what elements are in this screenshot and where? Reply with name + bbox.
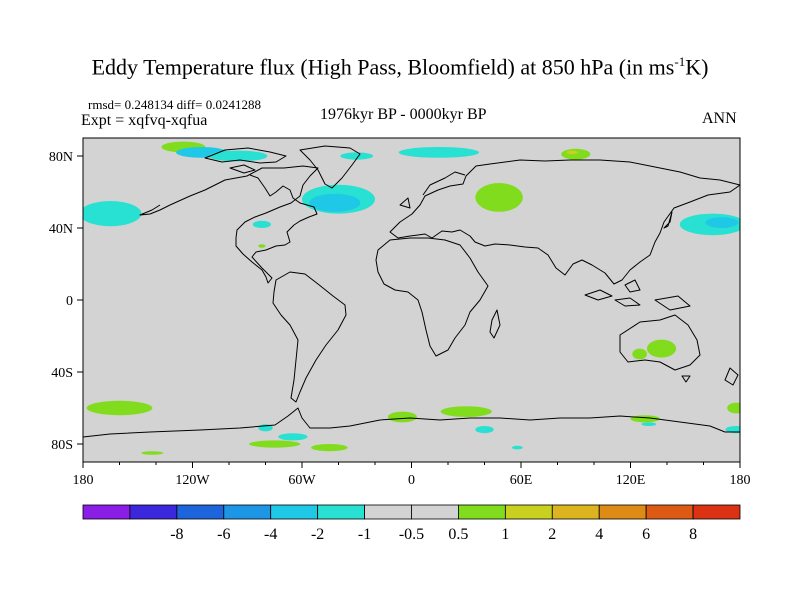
negative-anomaly-patch — [398, 147, 480, 158]
positive-anomaly-patch — [387, 411, 417, 423]
coast-eurasia — [389, 159, 740, 285]
colorbar-label: -1 — [358, 526, 371, 543]
map-background — [83, 138, 740, 462]
coast-greenland — [299, 145, 361, 189]
colorbar-label: 6 — [642, 526, 650, 543]
lat-label: 80N — [49, 150, 73, 165]
colorbar-swatch — [504, 504, 553, 520]
coast-antarctica — [83, 407, 740, 438]
negative-anomaly-patch — [705, 217, 739, 229]
colorbar-label: -0.5 — [399, 526, 424, 543]
stats-label: rmsd= 0.248134 diff= 0.0241288 — [88, 97, 261, 112]
colorbar-swatch — [223, 504, 272, 520]
lat-label: 40N — [49, 222, 73, 237]
colorbar-label: -6 — [217, 526, 230, 543]
colorbar-swatch — [176, 504, 225, 520]
colorbar-swatch — [129, 504, 178, 520]
positive-anomaly-patch — [249, 440, 301, 448]
colorbar-swatch — [692, 504, 741, 520]
negative-anomaly-patch — [641, 422, 657, 427]
map-title: Eddy Temperature flux (High Pass, Bloomf… — [91, 54, 709, 80]
lat-label: 40S — [51, 366, 73, 381]
period-label: 1976kyr BP - 0000kyr BP — [320, 106, 487, 123]
coastlines — [83, 145, 740, 438]
positive-anomaly-patch — [632, 348, 647, 360]
lon-label: 60E — [510, 473, 533, 488]
colorbar-label: 1 — [501, 526, 509, 543]
colorbar-swatch — [551, 504, 600, 520]
lon-label: 60W — [288, 473, 316, 488]
positive-anomaly-patch — [141, 451, 164, 455]
negative-anomaly-patch — [309, 193, 361, 212]
positive-anomaly-patch — [440, 406, 492, 417]
colorbar-swatch — [270, 504, 319, 520]
colorbar-label: 4 — [595, 526, 603, 543]
lon-label: 180 — [730, 473, 751, 488]
negative-anomaly-patch — [208, 150, 268, 162]
axis-ticks — [77, 155, 741, 468]
coast-japan — [663, 211, 673, 229]
lon-label: 0 — [408, 473, 415, 488]
coast-africa — [375, 237, 489, 357]
coast-australia — [619, 314, 701, 371]
lon-label: 120E — [616, 473, 646, 488]
experiment-label: Expt = xqfvq-xqfua — [81, 112, 208, 129]
colorbar-swatch — [598, 504, 647, 520]
season-label: ANN — [702, 110, 737, 127]
positive-anomaly-patch — [258, 244, 266, 248]
coast-tasmania — [681, 375, 691, 383]
colorbar-label: 2 — [548, 526, 556, 543]
colorbar-label: 0.5 — [448, 526, 468, 543]
longitude-labels: 180 120W 60W 0 60E 120E 180 — [73, 473, 751, 488]
lon-label: 180 — [73, 473, 94, 488]
coast-indonesia — [584, 279, 691, 311]
positive-anomaly-patch — [475, 183, 523, 212]
coast-madagascar — [489, 309, 501, 339]
lat-label: 80S — [51, 438, 73, 453]
coast-british-isles — [399, 197, 411, 209]
negative-anomaly-patch — [340, 152, 374, 160]
colorbar-swatch — [645, 504, 694, 520]
positive-anomaly-patch — [311, 444, 348, 452]
coast-arctic-islands — [204, 147, 287, 164]
positive-anomaly-patch — [86, 400, 153, 416]
negative-anomaly-patch — [252, 220, 271, 228]
positive-anomaly-patch — [561, 148, 591, 160]
coast-victoria-island — [229, 164, 256, 174]
coast-new-zealand — [724, 367, 739, 386]
positive-anomaly-patch — [646, 339, 677, 358]
colorbar-label: -2 — [311, 526, 324, 543]
latitude-labels: 80N 40N 0 40S 80S — [49, 150, 73, 453]
positive-anomaly-patch — [566, 150, 578, 155]
coast-alaska — [139, 204, 171, 216]
colorbar: -8 -6 -4 -2 -1 -0.5 0.5 1 2 4 6 8 — [82, 504, 741, 543]
coast-south-america — [272, 271, 347, 403]
negative-anomaly-patch — [725, 426, 740, 434]
anomaly-layer — [83, 141, 740, 455]
colorbar-swatch — [317, 504, 365, 520]
colorbar-swatch — [364, 504, 412, 520]
lat-label: 0 — [66, 294, 73, 309]
negative-anomaly-patch — [278, 433, 308, 441]
negative-anomaly-patch — [475, 426, 494, 434]
coast-scandinavia — [422, 171, 466, 196]
colorbar-swatch — [411, 504, 459, 520]
positive-anomaly-patch — [727, 402, 740, 414]
colorbar-swatch — [82, 504, 131, 520]
negative-anomaly-patch — [511, 445, 523, 450]
negative-anomaly-patch — [83, 201, 142, 227]
colorbar-swatch — [458, 504, 506, 520]
colorbar-label: -4 — [264, 526, 277, 543]
lon-label: 120W — [175, 473, 210, 488]
colorbar-label: 8 — [689, 526, 697, 543]
colorbar-label: -8 — [170, 526, 183, 543]
